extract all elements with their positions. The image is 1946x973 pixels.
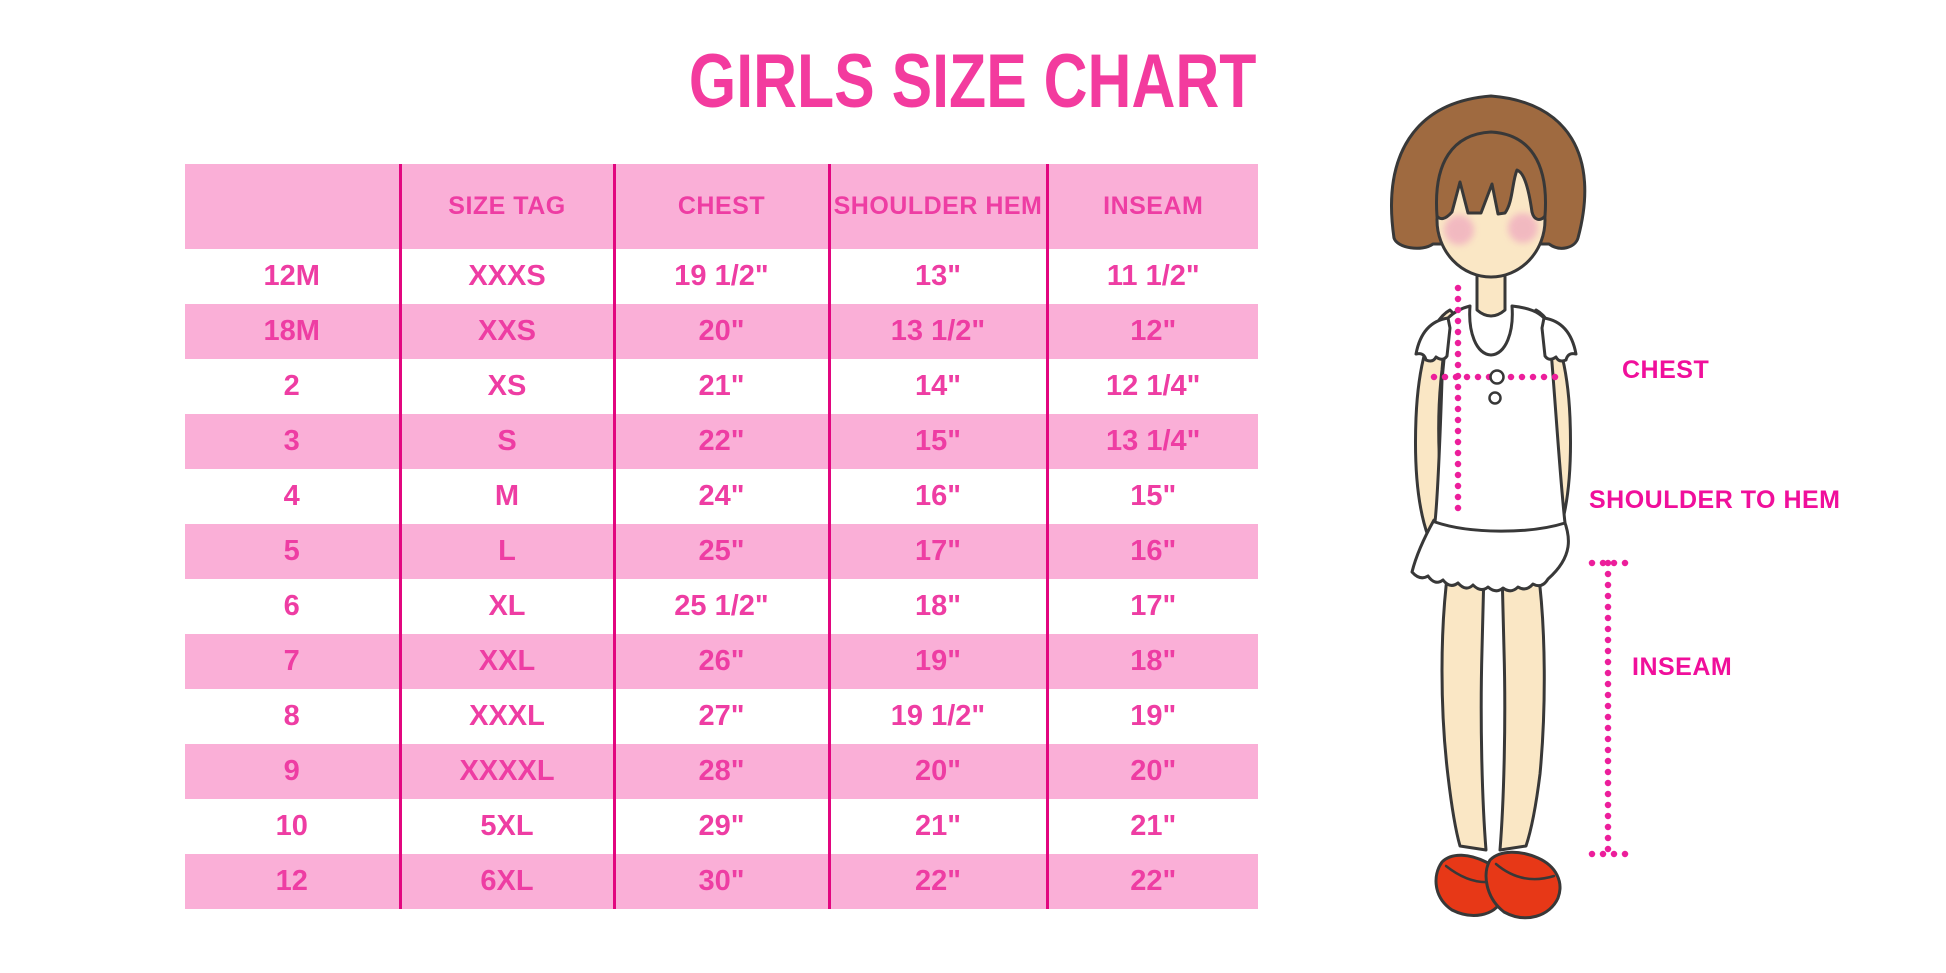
header-shoulder-hem: SHOULDER HEM bbox=[827, 164, 1047, 249]
cell-tag: XXS bbox=[398, 304, 614, 359]
cell-inseam: 21" bbox=[1045, 799, 1258, 854]
cell-size: 6 bbox=[283, 590, 300, 622]
cell-chest: 29" bbox=[612, 799, 829, 854]
cell-shoulder-hem: 17" bbox=[827, 524, 1047, 579]
size-table: SIZE TAG CHEST SHOULDER HEM INSEAM 12M X… bbox=[185, 164, 1258, 909]
cell-inseam: 13 1/4" bbox=[1045, 414, 1258, 469]
cell-chest: 22" bbox=[612, 414, 829, 469]
table-row: 10 5XL 29" 21" 21" bbox=[185, 799, 1258, 854]
cell-size: 8 bbox=[283, 700, 300, 732]
cell-shoulder-hem: 15" bbox=[827, 414, 1047, 469]
leg-left bbox=[1440, 568, 1488, 852]
cell-inseam: 16" bbox=[1045, 524, 1258, 579]
table-row: 4 M 24" 16" 15" bbox=[185, 469, 1258, 524]
cell-chest: 28" bbox=[612, 744, 829, 799]
cell-chest: 19 1/2" bbox=[612, 249, 829, 304]
button-bottom bbox=[1488, 391, 1502, 405]
button-top bbox=[1489, 369, 1505, 385]
table-row: 5 L 25" 17" 16" bbox=[185, 524, 1258, 579]
cell-size: 2 bbox=[283, 370, 300, 402]
cell-chest: 24" bbox=[612, 469, 829, 524]
header-chest: CHEST bbox=[612, 164, 829, 249]
cell-tag: XXXS bbox=[398, 249, 614, 304]
girl-figure-illustration bbox=[1390, 94, 1630, 920]
cell-inseam: 22" bbox=[1045, 854, 1258, 909]
blush-right bbox=[1508, 213, 1538, 243]
header-inseam: INSEAM bbox=[1045, 164, 1258, 249]
cell-tag: L bbox=[398, 524, 614, 579]
cell-size: 12 bbox=[185, 854, 400, 909]
cell-shoulder-hem: 21" bbox=[827, 799, 1047, 854]
cell-chest: 25 1/2" bbox=[612, 579, 829, 634]
cell-shoulder-hem: 13" bbox=[827, 249, 1047, 304]
table-row: 18M XXS 20" 13 1/2" 12" bbox=[185, 304, 1258, 359]
cell-tag: XXL bbox=[398, 634, 614, 689]
cell-inseam: 11 1/2" bbox=[1045, 249, 1258, 304]
cell-size: 3 bbox=[185, 414, 400, 469]
cell-size: 10 bbox=[275, 810, 308, 842]
cell-chest: 20" bbox=[612, 304, 829, 359]
inseam-measure-label: INSEAM bbox=[1632, 653, 1733, 681]
table-row: 12 6XL 30" 22" 22" bbox=[185, 854, 1258, 909]
cell-chest: 30" bbox=[612, 854, 829, 909]
cell-inseam: 18" bbox=[1045, 634, 1258, 689]
header-row: SIZE TAG CHEST SHOULDER HEM INSEAM bbox=[185, 164, 1258, 249]
table-row: 2 XS 21" 14" 12 1/4" bbox=[185, 359, 1258, 414]
skirt bbox=[1410, 518, 1570, 593]
header-size-tag: SIZE TAG bbox=[398, 164, 614, 249]
header-blank bbox=[185, 164, 400, 249]
cell-size: 5 bbox=[185, 524, 400, 579]
cell-shoulder-hem: 20" bbox=[827, 744, 1047, 799]
cell-tag: 5XL bbox=[398, 799, 614, 854]
table-row: 3 S 22" 15" 13 1/4" bbox=[185, 414, 1258, 469]
cell-chest: 26" bbox=[612, 634, 829, 689]
cell-shoulder-hem: 16" bbox=[827, 469, 1047, 524]
cell-inseam: 15" bbox=[1045, 469, 1258, 524]
cell-shoulder-hem: 19" bbox=[827, 634, 1047, 689]
shoulder-to-hem-measure-label: SHOULDER TO HEM bbox=[1589, 486, 1841, 514]
cell-size: 9 bbox=[185, 744, 400, 799]
blush-left bbox=[1444, 215, 1474, 245]
cell-chest: 27" bbox=[612, 689, 829, 744]
shoulder-ruffle-right bbox=[1540, 316, 1578, 363]
cell-tag: XXXXL bbox=[398, 744, 614, 799]
cell-shoulder-hem: 19 1/2" bbox=[827, 689, 1047, 744]
cell-shoulder-hem: 14" bbox=[827, 359, 1047, 414]
page-title: GIRLS SIZE CHART bbox=[689, 39, 1257, 124]
table-row: 6 XL 25 1/2" 18" 17" bbox=[185, 579, 1258, 634]
cell-size: 7 bbox=[185, 634, 400, 689]
shoe-right-strap bbox=[1494, 862, 1556, 881]
cell-shoulder-hem: 13 1/2" bbox=[827, 304, 1047, 359]
cell-shoulder-hem: 22" bbox=[827, 854, 1047, 909]
cell-size: 18M bbox=[185, 304, 400, 359]
cell-tag: XS bbox=[398, 359, 614, 414]
cell-tag: XXXL bbox=[398, 689, 614, 744]
cell-chest: 21" bbox=[612, 359, 829, 414]
leg-right bbox=[1498, 568, 1546, 852]
shoulder-ruffle-left bbox=[1414, 316, 1452, 363]
shoe-right bbox=[1484, 850, 1562, 920]
cell-size: 12M bbox=[263, 260, 320, 292]
top-garment bbox=[1433, 304, 1567, 533]
table-row: 9 XXXXL 28" 20" 20" bbox=[185, 744, 1258, 799]
cell-inseam: 12" bbox=[1045, 304, 1258, 359]
cell-inseam: 17" bbox=[1045, 579, 1258, 634]
table-row: 8 XXXL 27" 19 1/2" 19" bbox=[185, 689, 1258, 744]
cell-inseam: 20" bbox=[1045, 744, 1258, 799]
cell-size: 4 bbox=[283, 480, 300, 512]
chest-measure-label: CHEST bbox=[1622, 356, 1710, 384]
cell-tag: 6XL bbox=[398, 854, 614, 909]
cell-inseam: 19" bbox=[1045, 689, 1258, 744]
cell-tag: M bbox=[398, 469, 614, 524]
cell-chest: 25" bbox=[612, 524, 829, 579]
cell-tag: XL bbox=[398, 579, 614, 634]
cell-tag: S bbox=[398, 414, 614, 469]
hair-bangs bbox=[1434, 130, 1548, 221]
table-row: 7 XXL 26" 19" 18" bbox=[185, 634, 1258, 689]
table-row: 12M XXXS 19 1/2" 13" 11 1/2" bbox=[185, 249, 1258, 304]
page-title-wrap: GIRLS SIZE CHART bbox=[0, 44, 1946, 120]
cell-shoulder-hem: 18" bbox=[827, 579, 1047, 634]
cell-inseam: 12 1/4" bbox=[1045, 359, 1258, 414]
